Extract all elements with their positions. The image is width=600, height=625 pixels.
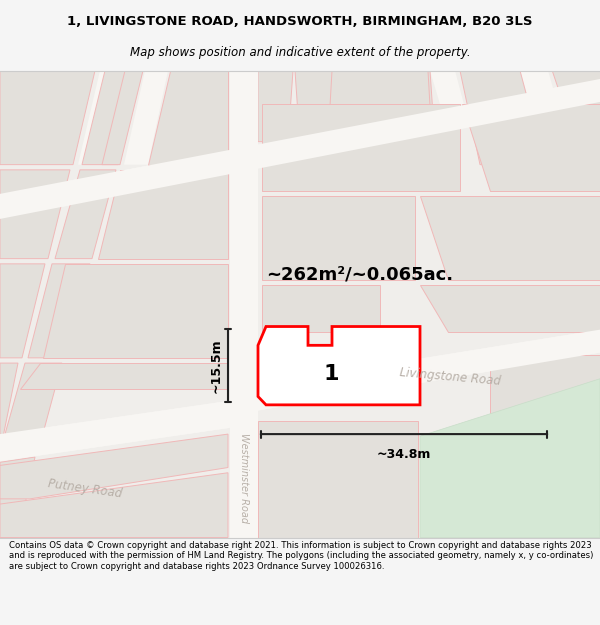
Polygon shape xyxy=(98,170,228,259)
Text: Westminster Road: Westminster Road xyxy=(239,433,249,523)
Text: ~15.5m: ~15.5m xyxy=(210,338,223,393)
Polygon shape xyxy=(520,71,575,164)
Polygon shape xyxy=(552,71,600,154)
Polygon shape xyxy=(258,421,418,538)
Polygon shape xyxy=(258,326,420,405)
Polygon shape xyxy=(298,71,330,144)
Polygon shape xyxy=(420,379,600,538)
Polygon shape xyxy=(420,196,600,279)
Text: Putney Road: Putney Road xyxy=(47,477,123,500)
Polygon shape xyxy=(230,329,600,415)
Polygon shape xyxy=(0,264,45,358)
Polygon shape xyxy=(230,71,258,538)
Text: Livingstone Road: Livingstone Road xyxy=(399,366,501,388)
Polygon shape xyxy=(258,104,600,329)
Polygon shape xyxy=(420,285,600,332)
Polygon shape xyxy=(0,79,600,219)
Polygon shape xyxy=(328,71,432,142)
Polygon shape xyxy=(28,264,90,358)
Polygon shape xyxy=(0,71,600,538)
Polygon shape xyxy=(258,71,290,144)
Polygon shape xyxy=(262,285,380,332)
Polygon shape xyxy=(148,71,228,164)
Text: 1, LIVINGSTONE ROAD, HANDSWORTH, BIRMINGHAM, B20 3LS: 1, LIVINGSTONE ROAD, HANDSWORTH, BIRMING… xyxy=(67,14,533,28)
Polygon shape xyxy=(460,71,545,164)
Text: 1: 1 xyxy=(323,364,339,384)
Polygon shape xyxy=(124,71,168,164)
Polygon shape xyxy=(430,71,480,164)
Polygon shape xyxy=(258,71,293,142)
Polygon shape xyxy=(0,363,62,457)
Polygon shape xyxy=(230,329,600,415)
Polygon shape xyxy=(0,401,230,461)
Polygon shape xyxy=(262,196,415,279)
Polygon shape xyxy=(0,363,18,452)
Polygon shape xyxy=(0,434,228,499)
Text: Contains OS data © Crown copyright and database right 2021. This information is : Contains OS data © Crown copyright and d… xyxy=(9,541,593,571)
Polygon shape xyxy=(102,71,143,164)
Text: ~34.8m: ~34.8m xyxy=(377,448,431,461)
Polygon shape xyxy=(0,472,228,538)
Polygon shape xyxy=(0,79,600,219)
Text: Map shows position and indicative extent of the property.: Map shows position and indicative extent… xyxy=(130,46,470,59)
Polygon shape xyxy=(55,170,116,259)
Polygon shape xyxy=(0,170,70,259)
Polygon shape xyxy=(295,71,435,144)
Polygon shape xyxy=(490,355,600,468)
Polygon shape xyxy=(0,457,35,538)
Polygon shape xyxy=(262,104,460,191)
Polygon shape xyxy=(0,401,230,461)
Polygon shape xyxy=(462,104,600,191)
Polygon shape xyxy=(0,71,95,164)
Polygon shape xyxy=(20,363,228,389)
Polygon shape xyxy=(43,264,228,358)
Text: ~262m²/~0.065ac.: ~262m²/~0.065ac. xyxy=(266,265,454,283)
Polygon shape xyxy=(230,71,258,538)
Polygon shape xyxy=(78,71,122,164)
Polygon shape xyxy=(82,71,142,164)
